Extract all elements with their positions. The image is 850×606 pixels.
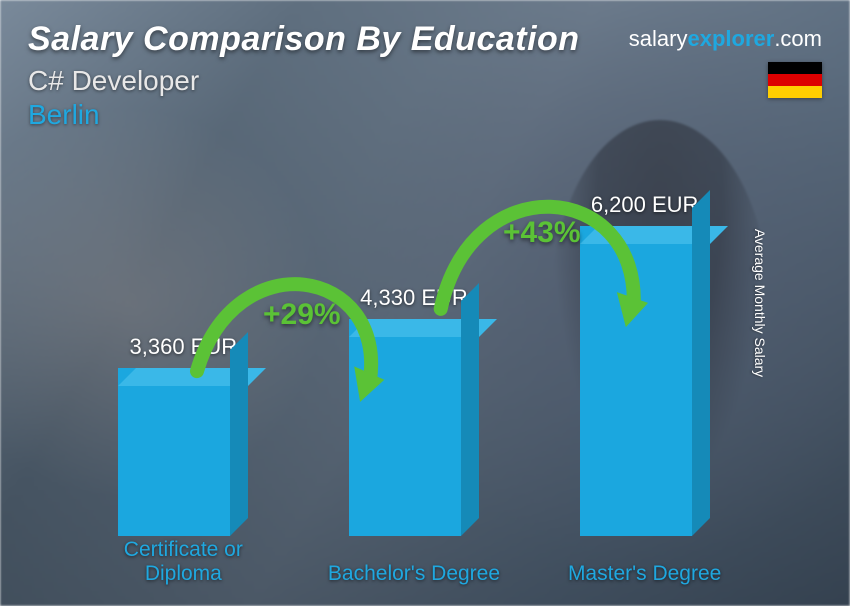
jump-arrow-icon — [422, 168, 674, 338]
flag-stripe — [768, 62, 822, 74]
jump-percent-label: +29% — [263, 298, 341, 332]
flag-stripe — [768, 74, 822, 86]
bar-category-label: Master's Degree — [545, 562, 745, 586]
chart-area: 3,360 EUR Certificate or Diploma 4,330 E… — [28, 138, 800, 588]
header: Salary Comparison By Education C# Develo… — [28, 20, 822, 131]
bar-front-face — [118, 368, 230, 536]
brand-part-2: explorer — [687, 26, 774, 51]
brand-logo: salaryexplorer.com — [629, 26, 822, 52]
brand-part-3: .com — [774, 26, 822, 51]
bar-category-label: Certificate or Diploma — [83, 538, 283, 586]
germany-flag-icon — [768, 62, 822, 98]
flag-stripe — [768, 86, 822, 98]
bar-side-face — [692, 190, 710, 536]
chart-location: Berlin — [28, 99, 822, 131]
chart-subtitle: C# Developer — [28, 65, 822, 97]
bar-category-label: Bachelor's Degree — [314, 562, 514, 586]
bar-3d — [118, 368, 248, 536]
jump-percent-label: +43% — [503, 216, 581, 250]
brand-part-1: salary — [629, 26, 688, 51]
container: Salary Comparison By Education C# Develo… — [0, 0, 850, 606]
